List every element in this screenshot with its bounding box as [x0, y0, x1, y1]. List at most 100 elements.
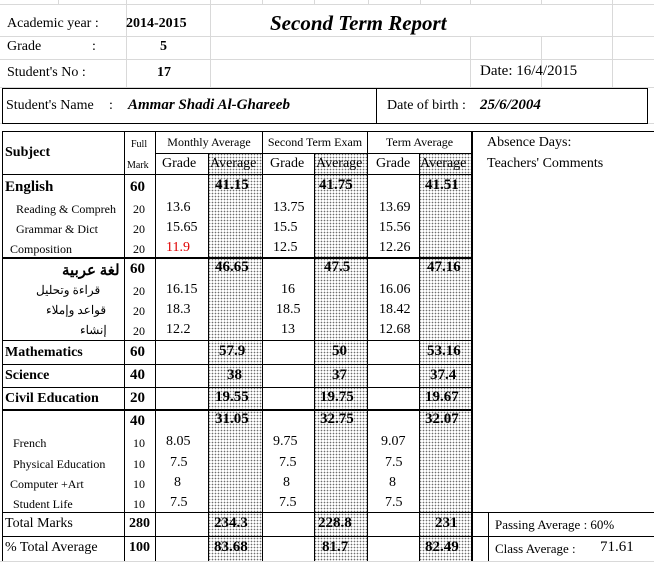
exam-grade: 12.5 [273, 240, 298, 255]
term-average-value: 37.4 [430, 367, 457, 383]
monthly-grade: 15.65 [166, 220, 198, 235]
term-average-value: 19.67 [425, 389, 459, 405]
total-exam-average: 228.8 [318, 515, 352, 531]
subject-french: French [13, 436, 47, 450]
class-average-value: 71.61 [600, 539, 634, 555]
full-mark: 20 [133, 222, 145, 236]
exam-grade: 13.75 [273, 200, 305, 215]
absence-days-label: Absence Days: [487, 135, 572, 150]
full-mark: 20 [130, 390, 145, 406]
exam-average-value: 50 [332, 343, 347, 359]
monthly-grade: 18.3 [166, 302, 191, 317]
subject-arabic-reading: قراءة وتحليل [36, 283, 101, 297]
teachers-comments-label: Teachers' Comments [487, 156, 604, 171]
exam-average-value: 47.5 [324, 259, 351, 275]
term-grade: 18.42 [379, 302, 411, 317]
subject-arabic: لغة عربية [62, 263, 120, 279]
monthly-grade: 13.6 [166, 200, 191, 215]
subject-mathematics: Mathematics [5, 345, 83, 360]
academic-year-label: Academic year : [7, 16, 99, 31]
header-term-average: Term Average [385, 135, 454, 149]
monthly-grade: 7.5 [170, 495, 188, 510]
full-mark: 20 [133, 304, 145, 318]
dob-label: Date of birth : [387, 98, 466, 113]
full-mark: 20 [133, 284, 145, 298]
report-date: Date: 16/4/2015 [480, 63, 578, 79]
header-monthly-average: Monthly Average [167, 135, 251, 149]
percent-monthly-average: 83.68 [214, 539, 248, 555]
class-average-label: Class Average : [495, 541, 576, 556]
full-mark: 20 [133, 242, 145, 256]
header-subject: Subject [5, 145, 51, 160]
header-grade-term: Grade [376, 156, 411, 171]
dob-value: 25/6/2004 [480, 97, 541, 113]
term-grade: 7.5 [385, 495, 403, 510]
full-mark: 60 [130, 344, 145, 360]
exam-average-value: 32.75 [320, 411, 354, 427]
full-mark: 10 [133, 477, 145, 491]
term-grade: 8 [389, 475, 396, 490]
exam-grade: 8 [283, 475, 290, 490]
total-monthly-average: 234.3 [214, 515, 248, 531]
monthly-average-value: 41.15 [215, 177, 249, 193]
percent-exam-average: 81.7 [322, 539, 349, 555]
grade-value: 5 [160, 39, 167, 54]
subject-student-life: Student Life [13, 497, 73, 511]
monthly-average-value: 46.65 [215, 259, 249, 275]
percent-full-mark: 100 [129, 540, 150, 555]
subject-english: English [5, 179, 54, 195]
exam-grade: 9.75 [273, 434, 298, 449]
monthly-grade: 8.05 [166, 434, 191, 449]
subject-grammar: Grammar & Dict [16, 222, 98, 236]
term-grade: 12.68 [379, 322, 411, 337]
header-grade-monthly: Grade [162, 156, 197, 171]
subject-arabic-grammar: قواعد وإملاء [46, 303, 107, 317]
exam-average-value: 37 [332, 367, 347, 383]
term-average-value: 53.16 [427, 343, 461, 359]
student-name-colon: : [109, 98, 113, 113]
term-grade: 12.26 [379, 240, 411, 255]
header-average-monthly: Average [210, 156, 257, 171]
full-mark: 20 [133, 202, 145, 216]
term-average-value: 32.07 [425, 411, 459, 427]
subject-science: Science [5, 368, 50, 383]
total-marks-label: Total Marks [5, 516, 73, 531]
term-average-value: 41.51 [425, 177, 459, 193]
monthly-grade: 16.15 [166, 282, 198, 297]
exam-grade: 13 [281, 322, 295, 337]
grade-label: Grade [7, 39, 42, 54]
header-full: Full [131, 139, 148, 150]
term-grade: 7.5 [385, 455, 403, 470]
exam-grade: 7.5 [279, 495, 297, 510]
student-name-value: Ammar Shadi Al-Ghareeb [128, 97, 290, 113]
total-term-average: 231 [435, 515, 458, 531]
term-grade: 16.06 [379, 282, 411, 297]
total-full-mark: 280 [129, 516, 150, 531]
exam-grade: 18.5 [276, 302, 301, 317]
monthly-average-value: 38 [227, 367, 242, 383]
term-grade: 13.69 [379, 200, 411, 215]
term-grade: 9.07 [381, 434, 406, 449]
header-second-term-exam: Second Term Exam [267, 135, 363, 149]
subject-computer-art: Computer +Art [10, 477, 84, 491]
term-average-column-shading [419, 153, 471, 561]
student-no-value: 17 [157, 65, 171, 80]
monthly-average-value: 19.55 [215, 389, 249, 405]
student-name-label: Student's Name [6, 98, 94, 113]
exam-average-value: 19.75 [320, 389, 354, 405]
header-average-exam: Average [316, 156, 363, 171]
exam-grade: 16 [281, 282, 295, 297]
monthly-grade: 8 [174, 475, 181, 490]
passing-average: Passing Average : 60% [495, 517, 615, 532]
subject-reading: Reading & Compreh [16, 202, 116, 216]
full-mark: 20 [133, 324, 145, 338]
subject-composition: Composition [10, 242, 73, 256]
term-average-value: 47.16 [427, 259, 461, 275]
full-mark: 40 [130, 413, 145, 429]
monthly-average-column-shading [208, 153, 262, 561]
student-no-label: Student's No : [7, 65, 86, 80]
monthly-average-value: 31.05 [215, 411, 249, 427]
report-title: Second Term Report [270, 11, 447, 35]
percent-term-average: 82.49 [425, 539, 459, 555]
percent-total-average-label: % Total Average [5, 540, 98, 555]
